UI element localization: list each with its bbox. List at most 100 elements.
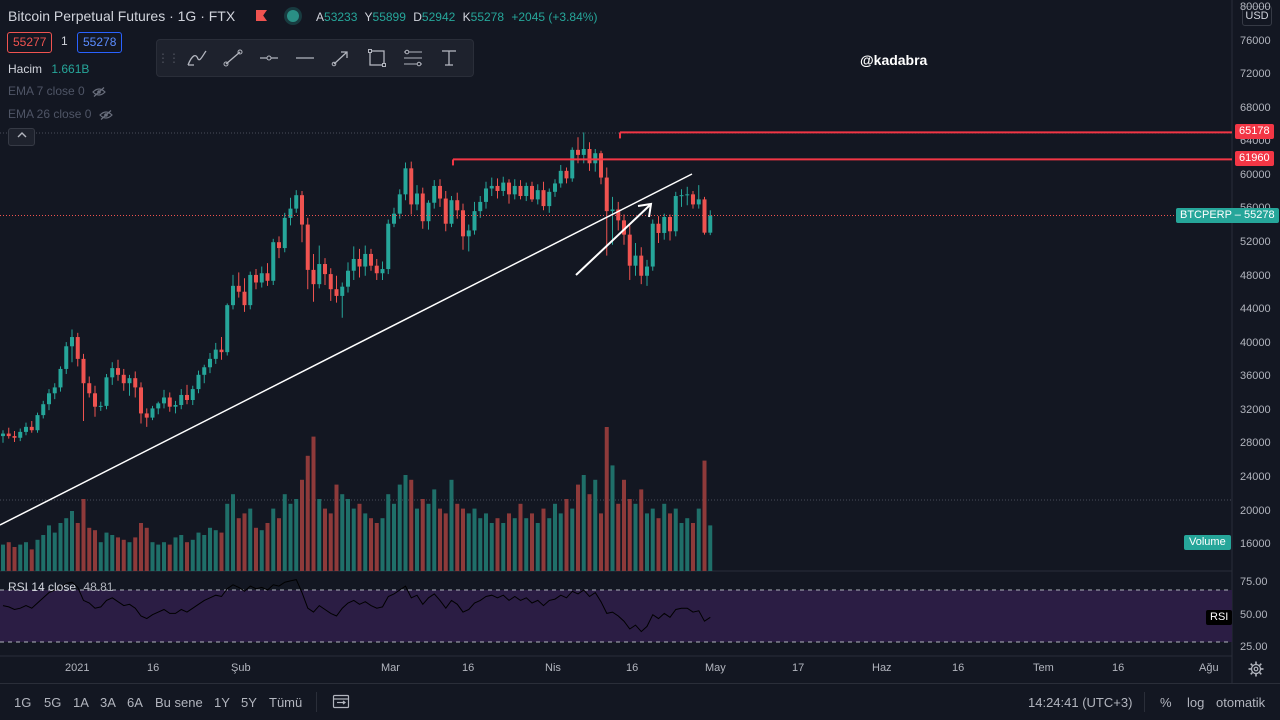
clock-time[interactable]: 14:24:41 (UTC+3) [1028, 695, 1133, 710]
price-axis-label: 24000 [1240, 471, 1271, 484]
candle-body [633, 255, 638, 266]
log-toggle[interactable]: log [1187, 695, 1205, 710]
price-axis-label: 36000 [1240, 370, 1271, 383]
date-range-button[interactable] [332, 693, 350, 712]
volume-bar [438, 508, 442, 571]
auto-scale-toggle[interactable]: otomatik [1216, 695, 1266, 710]
horizontal-ray-button[interactable] [251, 40, 287, 76]
arrow-tool-button[interactable] [323, 40, 359, 76]
candle-body [449, 200, 454, 224]
time-axis-label: 2021 [65, 662, 90, 674]
chevron-up-icon [17, 132, 26, 138]
time-axis-label: Haz [872, 662, 892, 674]
candle-body [179, 394, 184, 406]
spread-value: 1 [61, 34, 68, 48]
candle-body [524, 185, 529, 197]
volume-bar [449, 479, 454, 571]
range-all[interactable]: Tümü [269, 695, 303, 710]
range-5d[interactable]: 5G [44, 695, 62, 710]
percent-toggle[interactable]: % [1160, 695, 1172, 710]
price-axis-label: 16000 [1240, 538, 1271, 551]
eye-off-icon[interactable] [92, 86, 106, 97]
volume-bar [190, 539, 195, 571]
rectangle-tool-button[interactable] [359, 40, 395, 76]
flag-icon[interactable] [256, 10, 267, 21]
candle-body [478, 201, 483, 212]
buy-price-button[interactable]: 55278 [77, 32, 123, 53]
candle-body [420, 193, 425, 222]
candle-body [254, 274, 258, 283]
volume-bar [70, 511, 74, 571]
volume-bar [478, 518, 483, 571]
arrow-shaft [575, 204, 651, 276]
volume-bar [466, 513, 471, 571]
horizontal-line-button[interactable] [287, 40, 323, 76]
volume-bar [167, 544, 172, 571]
volume-bar [225, 503, 230, 571]
ema7-legend[interactable]: EMA 7 close 0 [8, 84, 106, 98]
price-axis-label: 40000 [1240, 336, 1271, 349]
volume-bar [24, 542, 28, 571]
volume-bar [685, 518, 690, 571]
price-chart[interactable] [0, 0, 1280, 683]
range-ytd[interactable]: Bu sene [155, 695, 203, 710]
time-axis-label: 16 [147, 662, 160, 674]
brush-tool-button[interactable] [179, 40, 215, 76]
volume-bar [29, 549, 34, 571]
volume-bar [340, 494, 345, 571]
drag-handle-icon[interactable]: ⋮⋮ [157, 51, 180, 65]
trend-line-button[interactable] [215, 40, 251, 76]
volume-bar [47, 525, 51, 571]
time-axis-label: May [705, 662, 726, 674]
candle-body [162, 397, 166, 404]
horizontal-line-icon [296, 57, 314, 59]
settings-button[interactable] [1248, 661, 1264, 680]
currency-button[interactable]: USD [1242, 6, 1272, 26]
time-axis-label: 16 [952, 662, 965, 674]
volume-bar [547, 518, 552, 571]
volume-bar [271, 508, 276, 571]
candle-body [282, 217, 287, 249]
open-key: A [316, 10, 325, 24]
text-tool-button[interactable] [431, 40, 467, 76]
volume-bar [12, 547, 17, 571]
candle-body [150, 408, 155, 418]
bottom-toolbar: 1G 5G 1A 3A 6A Bu sene 1Y 5Y Tümü 14:24:… [0, 683, 1280, 720]
text-icon [442, 50, 456, 66]
collapse-legend-button[interactable] [8, 128, 35, 146]
range-6m[interactable]: 6A [127, 695, 143, 710]
fib-tool-button[interactable] [395, 40, 431, 76]
price-axis-label: 28000 [1240, 437, 1271, 450]
volume-bar [127, 542, 132, 571]
symbol-title[interactable]: Bitcoin Perpetual Futures · 1G · FTX [8, 8, 236, 24]
volume-bar [248, 508, 253, 571]
range-1y[interactable]: 1Y [214, 695, 230, 710]
volume-bar [616, 503, 621, 571]
ema26-legend[interactable]: EMA 26 close 0 [8, 107, 113, 121]
time-axis-label: Şub [231, 662, 251, 674]
candle-body [466, 230, 471, 237]
rsi-axis-label: 50.00 [1240, 609, 1268, 621]
volume-bar [93, 530, 97, 571]
candle-body [294, 195, 299, 209]
candle-body [351, 258, 356, 271]
volume-bar [328, 513, 333, 571]
open-value: 53233 [324, 10, 358, 24]
price-axis-label: 68000 [1240, 101, 1271, 114]
range-1m[interactable]: 1A [73, 695, 89, 710]
range-5y[interactable]: 5Y [241, 695, 257, 710]
candle-body [403, 168, 408, 195]
rsi-legend[interactable]: RSI 14 close 48.81 [8, 580, 113, 594]
volume-bar [426, 503, 431, 571]
volume-legend[interactable]: Hacim 1.661B [8, 62, 89, 76]
range-3m[interactable]: 3A [100, 695, 116, 710]
candle-body [6, 433, 11, 437]
eye-off-icon[interactable] [98, 109, 113, 120]
volume-bar [75, 523, 80, 571]
candle-body [691, 194, 695, 205]
volume-bar [179, 535, 184, 571]
sell-price-button[interactable]: 55277 [7, 32, 53, 53]
candle-body [386, 223, 391, 270]
volume-bar [351, 508, 356, 571]
range-1d[interactable]: 1G [14, 695, 32, 710]
